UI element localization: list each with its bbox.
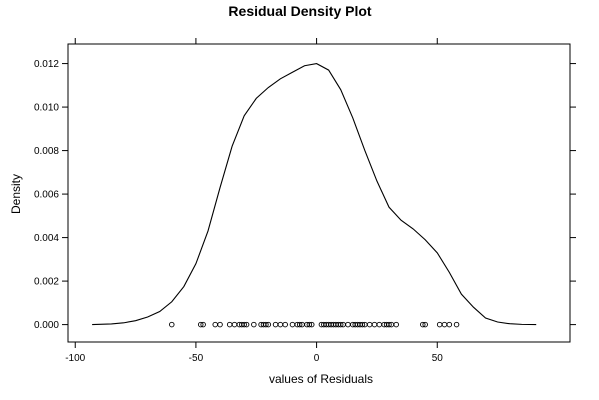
plot-area <box>92 63 537 328</box>
y-tick-label: 0.006 <box>34 190 59 201</box>
residual-point <box>217 321 223 328</box>
chart-title: Residual Density Plot <box>228 3 371 19</box>
y-tick-label: 0.004 <box>34 233 59 244</box>
y-tick-label: 0.008 <box>34 146 59 157</box>
residual-point <box>436 321 443 328</box>
residual-point <box>212 321 218 328</box>
residual-point <box>386 321 392 328</box>
residual-point <box>169 321 175 328</box>
residual-point <box>441 321 448 328</box>
residual-point <box>309 321 315 328</box>
y-tick-label: 0.000 <box>34 320 59 331</box>
residual-point <box>393 321 399 328</box>
x-tick-label: -50 <box>189 353 204 364</box>
residual-point <box>243 321 250 328</box>
residual-point <box>263 321 269 328</box>
residual-point <box>265 321 272 328</box>
x-axis: -100 -50 0 50 <box>65 38 443 364</box>
y-axis-label: Density <box>9 174 23 214</box>
residual-point <box>420 321 426 328</box>
residual-point <box>226 321 233 328</box>
residual-point <box>251 321 257 328</box>
residual-point <box>277 321 284 328</box>
residual-point <box>272 321 279 328</box>
residual-point <box>296 321 303 328</box>
y-axis: 0.000 0.002 0.004 0.006 0.008 0.010 0.012 <box>34 59 576 331</box>
residual-point <box>345 321 351 328</box>
residual-point <box>197 321 204 328</box>
x-axis-label: values of Residuals <box>269 372 373 386</box>
x-tick-label: 50 <box>432 353 444 364</box>
residual-point <box>422 321 428 328</box>
residual-point <box>453 321 460 328</box>
x-tick-label: -100 <box>65 353 85 364</box>
density-curve <box>92 63 537 326</box>
x-tick-label: 0 <box>314 353 320 364</box>
plot-frame <box>67 43 571 343</box>
residual-point <box>359 321 366 328</box>
y-tick-label: 0.010 <box>34 103 59 114</box>
residual-point <box>376 321 383 328</box>
residual-point <box>200 321 206 328</box>
residual-point <box>371 321 378 328</box>
residual-point <box>306 321 313 328</box>
residual-point <box>446 321 453 328</box>
residual-point <box>337 321 344 328</box>
residual-point <box>241 321 247 328</box>
residual-point <box>366 321 373 328</box>
residual-point <box>231 321 238 328</box>
y-tick-label: 0.002 <box>34 277 59 288</box>
residual-point <box>282 321 288 328</box>
residual-point <box>289 321 296 328</box>
y-tick-label: 0.012 <box>34 59 59 70</box>
